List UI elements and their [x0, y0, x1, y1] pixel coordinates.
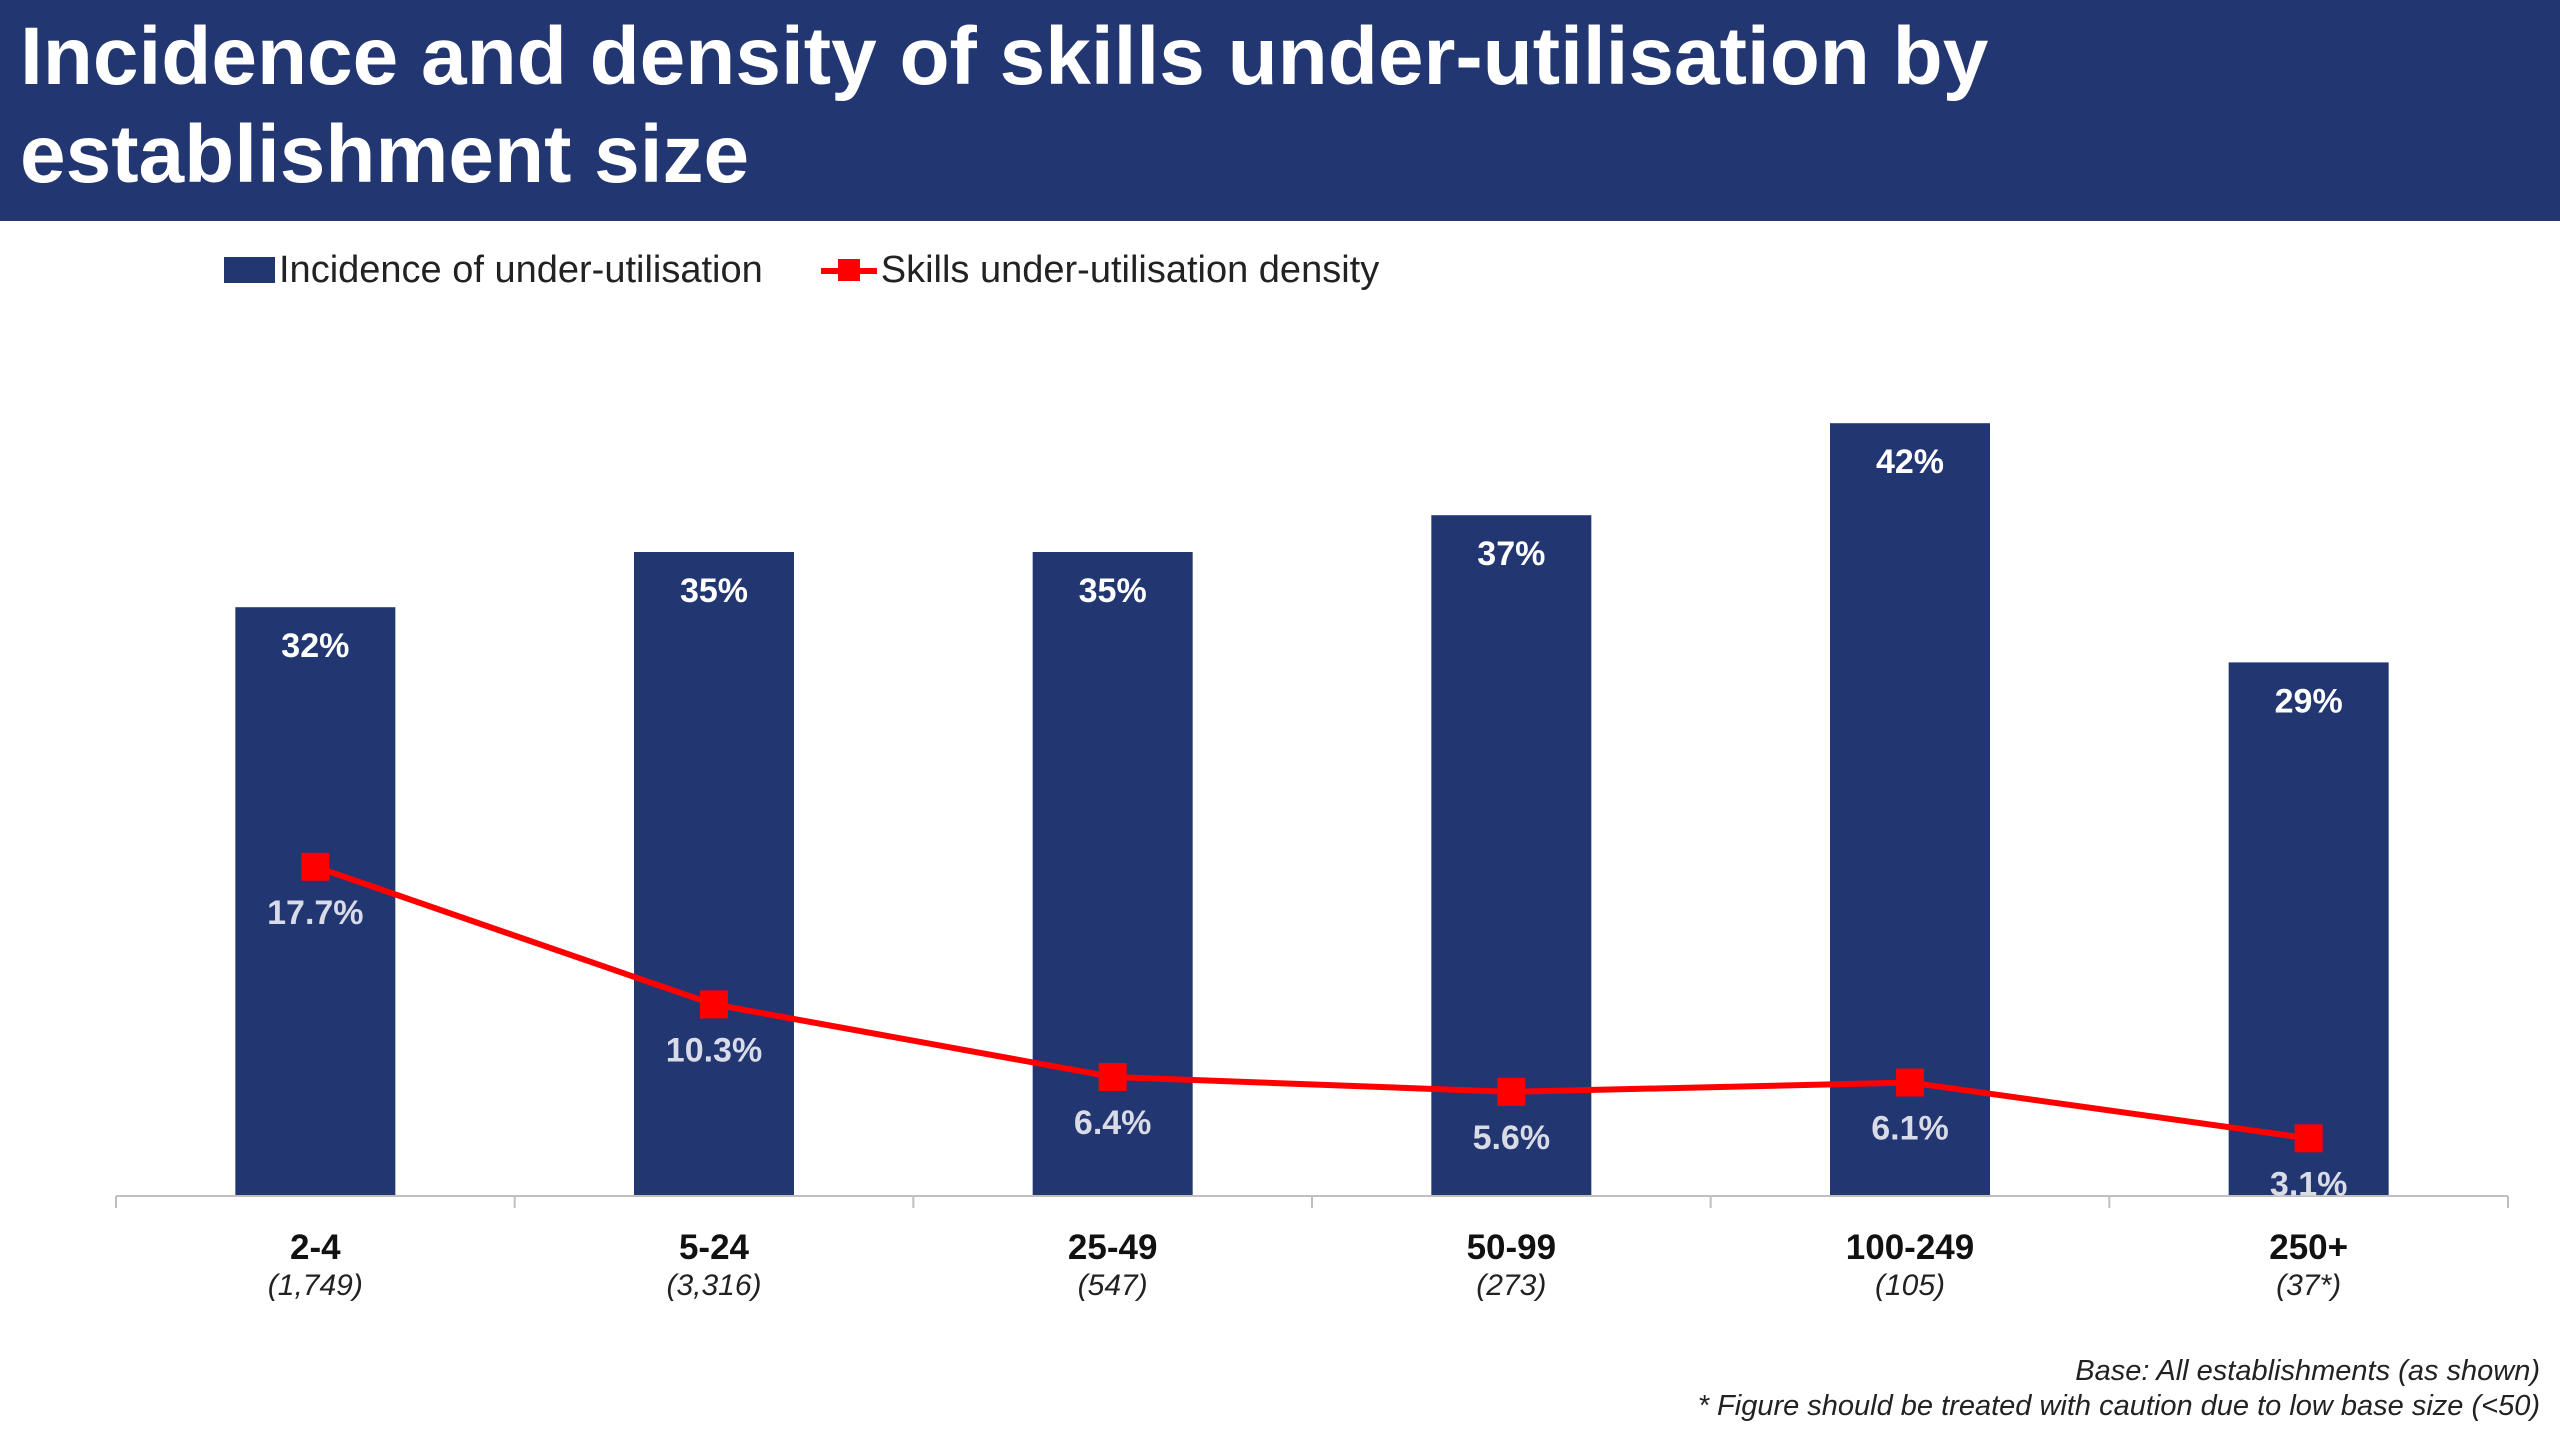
x-tick-label: 100-249 [1846, 1228, 1974, 1267]
density-marker-100-249 [1896, 1068, 1924, 1097]
density-marker-250+ [2294, 1124, 2323, 1153]
x-tick-label: 25-49 [1068, 1228, 1158, 1267]
density-value-label: 5.6% [1473, 1119, 1551, 1157]
footnote-base: Base: All establishments (as shown) [2075, 1355, 2540, 1387]
bar-100-249 [1830, 423, 1990, 1196]
density-value-label: 6.4% [1074, 1104, 1152, 1142]
density-value-label: 17.7% [267, 894, 363, 932]
density-value-label: 6.1% [1871, 1110, 1949, 1148]
x-base-label: (37*) [2276, 1269, 2341, 1302]
x-base-label: (105) [1875, 1269, 1945, 1302]
bar-5-24 [634, 552, 794, 1196]
density-line [314, 863, 2310, 1142]
x-base-label: (1,749) [268, 1269, 363, 1302]
bar-25-49 [1032, 552, 1193, 1196]
chart-legend: Incidence of under-utilisation Skills un… [224, 248, 1379, 292]
bar-value-label: 35% [680, 572, 748, 610]
x-base-label: (273) [1476, 1269, 1546, 1302]
footnote-caution: * Figure should be treated with caution … [1697, 1390, 2540, 1422]
density-value-label: 10.3% [666, 1031, 762, 1069]
legend-item-density: Skills under-utilisation density [820, 248, 1380, 292]
legend-bar-swatch [224, 257, 275, 283]
x-tick-label: 250+ [2269, 1228, 2348, 1267]
bar-value-label: 37% [1477, 535, 1545, 573]
density-marker-5-24 [700, 990, 728, 1019]
density-value-label: 3.1% [2270, 1165, 2348, 1203]
legend-label-incidence: Incidence of under-utilisation [279, 248, 763, 291]
legend-line-swatch [820, 257, 877, 283]
chart-title: Incidence and density of skills under-ut… [20, 11, 1989, 200]
x-base-label: (547) [1078, 1269, 1148, 1302]
density-marker-2-4 [301, 852, 330, 881]
bar-value-label: 42% [1876, 443, 1944, 481]
density-marker-25-49 [1098, 1062, 1127, 1091]
legend-item-incidence: Incidence of under-utilisation [224, 249, 763, 292]
title-bar: Incidence and density of skills under-ut… [0, 0, 2560, 221]
density-marker-50-99 [1497, 1077, 1526, 1106]
bar-value-label: 32% [281, 627, 349, 665]
bar-2-4 [235, 607, 396, 1196]
legend-label-density: Skills under-utilisation density [880, 248, 1380, 291]
x-tick-label: 5-24 [679, 1228, 750, 1267]
x-base-label: (3,316) [666, 1269, 761, 1302]
x-tick-label: 2-4 [290, 1228, 341, 1267]
bar-value-label: 29% [2275, 682, 2343, 720]
bar-value-label: 35% [1079, 572, 1147, 610]
x-tick-label: 50-99 [1467, 1228, 1557, 1267]
bar-250+ [2228, 662, 2389, 1196]
